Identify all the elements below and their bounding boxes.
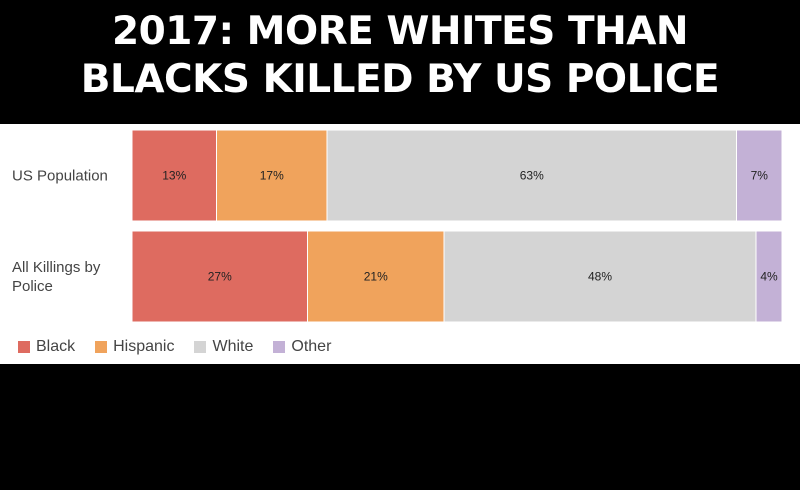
stacked-bar-chart: US Population 13% 17% 63% 7% All Killings by P… (12, 129, 783, 323)
legend-item-other: Other (273, 338, 331, 356)
bar-segment-black (131, 230, 308, 323)
data-label: 48% (588, 270, 612, 284)
bar-segment-black (131, 129, 217, 222)
bar-segment-hispanic (307, 230, 445, 323)
row-label: US Population (12, 168, 108, 185)
legend-item-black: Black (18, 338, 75, 356)
data-label: 27% (208, 270, 232, 284)
legend-label: Other (291, 338, 332, 355)
data-label: 4% (760, 270, 778, 284)
legend-item-white: White (194, 338, 253, 356)
bar-segment-white (443, 230, 757, 323)
bar-segment-other (736, 129, 783, 222)
data-label: 13% (162, 169, 186, 183)
legend-swatch (194, 341, 207, 353)
legend-label: Black (36, 338, 76, 355)
legend-swatch (18, 341, 30, 353)
legend-item-hispanic: Hispanic (95, 338, 174, 356)
chart-panel: US Population 13% 17% 63% 7% All Killings by P… (0, 124, 800, 364)
data-label: 17% (260, 169, 284, 183)
bar-segment-other (755, 230, 783, 323)
legend-label: Hispanic (113, 338, 175, 355)
headline: 2017: MORE WHITES THAN BLACKS KILLED BY … (0, 8, 800, 104)
legend-swatch (95, 341, 108, 353)
bar-segment-white (326, 129, 737, 222)
data-label: 63% (520, 169, 544, 183)
legend-swatch (273, 341, 286, 353)
row-label: All Killings by Police (12, 259, 101, 295)
bar-segment-hispanic (216, 129, 328, 222)
chart-legend: Black Hispanic White Other (18, 338, 351, 356)
data-label: 21% (364, 270, 388, 284)
headline-line-2: BLACKS KILLED BY US POLICE (80, 57, 720, 102)
data-label: 7% (751, 169, 769, 183)
legend-label: White (212, 338, 254, 355)
headline-line-1: 2017: MORE WHITES THAN (111, 9, 689, 54)
